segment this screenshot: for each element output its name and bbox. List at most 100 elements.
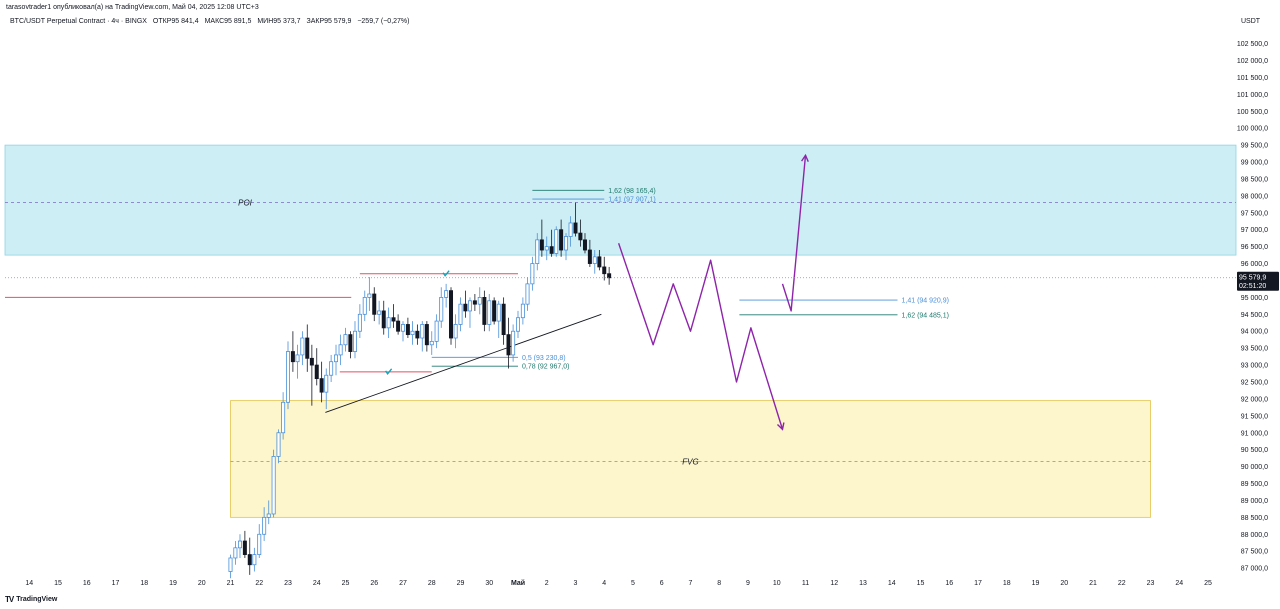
- fib-label-5: 1,62 (94 485,1): [902, 312, 949, 319]
- candle-body: [300, 337, 305, 356]
- fib-label-2: 0,5 (93 230,8): [522, 355, 566, 362]
- candle-body: [477, 296, 482, 305]
- last-price-countdown: 02:51:20: [1239, 283, 1266, 290]
- candle-body: [237, 540, 242, 549]
- y-tick-label: 99 000,0: [1241, 160, 1268, 167]
- candle-body: [539, 239, 544, 251]
- y-tick-label: 94 000,0: [1241, 329, 1268, 336]
- candle-body: [487, 300, 492, 325]
- y-tick-label: 91 000,0: [1241, 430, 1268, 437]
- candle-body: [501, 303, 506, 336]
- candle: [257, 524, 262, 558]
- candle: [501, 297, 506, 345]
- projection-path-1: [781, 155, 807, 312]
- candle-body: [357, 313, 362, 332]
- candle: [233, 541, 238, 565]
- candle: [578, 219, 583, 247]
- y-tick-label: 98 000,0: [1241, 193, 1268, 200]
- candle: [357, 304, 362, 339]
- candle: [324, 368, 329, 410]
- last-price-badge: [1237, 271, 1279, 291]
- candle: [400, 321, 405, 342]
- x-tick-label: 13: [859, 580, 867, 587]
- candle-body: [496, 303, 501, 322]
- candle-body: [334, 354, 339, 363]
- candle-body: [305, 337, 310, 359]
- fib-levels-layer: 1,62 (98 165,4) 1,41 (97 907,1) 0,5 (93 23…: [431, 188, 949, 371]
- ohlc-open: ОТКР95 841,4: [152, 18, 199, 25]
- zone-fvg: [230, 400, 1151, 518]
- candle-body: [525, 283, 530, 305]
- candle: [242, 530, 247, 558]
- x-tick-label: 17: [974, 580, 982, 587]
- y-tick-label: 87 500,0: [1241, 549, 1268, 556]
- candle-body: [266, 513, 271, 518]
- candle: [592, 250, 597, 274]
- x-tick-label: 11: [802, 580, 809, 587]
- x-tick-label: 6: [660, 580, 664, 587]
- x-tick-label: 21: [1089, 580, 1097, 587]
- candle-body: [602, 266, 607, 275]
- fib-label-0: 1,62 (98 165,4): [608, 188, 655, 195]
- x-tick-label: 16: [945, 580, 953, 587]
- candle: [449, 287, 454, 345]
- fib-label-1: 1,41 (97 907,1): [608, 197, 655, 204]
- tradingview-logo-text: TradingView: [16, 596, 58, 603]
- y-tick-label: 94 500,0: [1241, 312, 1268, 319]
- candle-body: [281, 401, 286, 434]
- candle: [329, 354, 334, 382]
- y-tick-label: 88 000,0: [1241, 532, 1268, 539]
- candle: [520, 297, 525, 325]
- candle-body: [295, 354, 300, 363]
- candle-body: [472, 300, 477, 305]
- candle-body: [324, 374, 329, 393]
- candle-body: [319, 378, 324, 393]
- x-tick-label: 27: [399, 580, 407, 587]
- candle: [377, 300, 382, 325]
- y-tick-label: 102 000,0: [1237, 58, 1268, 65]
- tradingview-logo[interactable]: TV TradingView: [5, 595, 57, 604]
- candle: [386, 307, 391, 339]
- y-tick-label: 100 000,0: [1237, 126, 1268, 133]
- x-tick-label: 20: [198, 580, 206, 587]
- candle-body: [372, 293, 377, 315]
- y-tick-label: 93 500,0: [1241, 346, 1268, 353]
- y-tick-label: 88 500,0: [1241, 515, 1268, 522]
- candle-body: [271, 456, 276, 515]
- candle: [511, 324, 516, 362]
- candle-body: [343, 334, 348, 346]
- candle-body: [429, 340, 434, 346]
- x-tick-label: 14: [888, 580, 896, 587]
- zone-fvg-label: FVG: [682, 458, 698, 467]
- last-price-layer: 95 579,9 02:51:20: [5, 271, 1279, 291]
- x-tick-label: 22: [1118, 580, 1126, 587]
- candle: [444, 283, 449, 308]
- candle-body: [597, 256, 602, 268]
- x-tick-label: 26: [370, 580, 378, 587]
- candle: [262, 507, 267, 542]
- currency-label[interactable]: USDT: [1241, 18, 1261, 25]
- candle: [453, 314, 458, 349]
- y-tick-label: 96 000,0: [1241, 261, 1268, 268]
- y-tick-label: 89 500,0: [1241, 481, 1268, 488]
- x-tick-label: 16: [83, 580, 91, 587]
- y-tick-label: 98 500,0: [1241, 176, 1268, 183]
- candle: [602, 256, 607, 281]
- symbol-title[interactable]: BTC/USDT Perpetual Contract · 4ч · BINGX: [10, 18, 147, 25]
- candle: [372, 287, 377, 322]
- candle-body: [338, 344, 343, 356]
- candle: [295, 344, 300, 379]
- x-tick-label: 14: [25, 580, 33, 587]
- candle-body: [554, 229, 559, 254]
- candle-body: [247, 554, 252, 566]
- y-tick-label: 90 500,0: [1241, 447, 1268, 454]
- candle-body: [420, 324, 425, 339]
- candle: [439, 287, 444, 328]
- fib-label-3: 0,78 (92 967,0): [522, 364, 569, 371]
- x-tick-label: 22: [255, 580, 263, 587]
- x-tick-label: 30: [485, 580, 493, 587]
- candle-body: [544, 246, 549, 251]
- candle: [271, 449, 276, 518]
- candle-body: [348, 334, 353, 352]
